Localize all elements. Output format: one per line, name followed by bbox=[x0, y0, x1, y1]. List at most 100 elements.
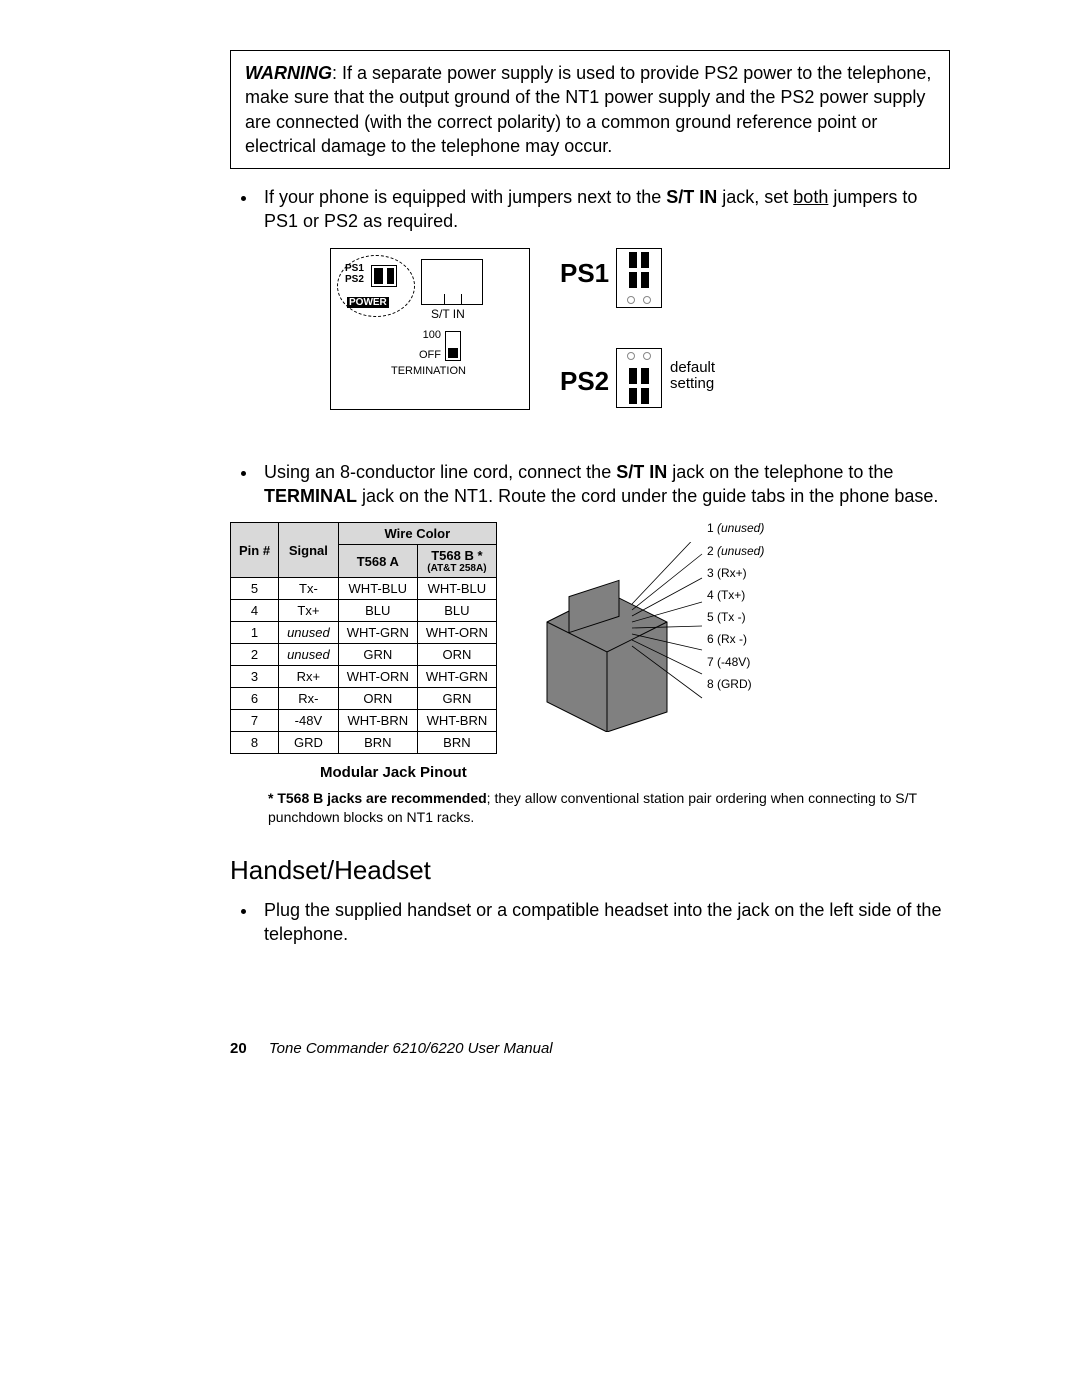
jack-svg-icon bbox=[537, 542, 707, 732]
table-cell: -48V bbox=[279, 710, 339, 732]
warning-label: WARNING bbox=[245, 63, 332, 83]
jack-pin-label: 2 (unused) bbox=[707, 545, 764, 559]
jack-pin-label: 7 (-48V) bbox=[707, 656, 764, 670]
table-cell: 2 bbox=[231, 644, 279, 666]
table-row: 6Rx-ORNGRN bbox=[231, 688, 497, 710]
termination-off: OFF bbox=[411, 349, 441, 361]
table-cell: WHT-BLU bbox=[338, 578, 417, 600]
stin-jack-icon bbox=[421, 259, 483, 305]
jack-pin-label: 4 (Tx+) bbox=[707, 589, 764, 603]
bullet-handset: Plug the supplied handset or a compatibl… bbox=[258, 898, 950, 947]
wire-section: Pin # Signal Wire Color T568 A T568 B * … bbox=[230, 522, 950, 754]
table-cell: 5 bbox=[231, 578, 279, 600]
table-cell: unused bbox=[279, 622, 339, 644]
bullet-cord: Using an 8-conductor line cord, connect … bbox=[258, 460, 950, 509]
stin-label: S/T IN bbox=[431, 307, 465, 321]
jack-pin-label: 3 (Rx+) bbox=[707, 567, 764, 581]
table-cell: GRN bbox=[338, 644, 417, 666]
text: T568 B * bbox=[431, 548, 482, 563]
text: Using an 8-conductor line cord, connect … bbox=[264, 462, 616, 482]
text-bold: S/T IN bbox=[616, 462, 667, 482]
th-t568b: T568 B * (AT&T 258A) bbox=[417, 545, 496, 578]
ps1-big-label: PS1 bbox=[560, 258, 609, 289]
termination-100: 100 bbox=[411, 329, 441, 341]
th-signal: Signal bbox=[279, 523, 339, 578]
table-row: 5Tx-WHT-BLUWHT-BLU bbox=[231, 578, 497, 600]
footer-page-number: 20 bbox=[230, 1040, 247, 1057]
table-cell: WHT-GRN bbox=[417, 666, 496, 688]
table-cell: 8 bbox=[231, 732, 279, 754]
table-cell: Rx+ bbox=[279, 666, 339, 688]
text: default bbox=[670, 359, 715, 376]
table-cell: ORN bbox=[338, 688, 417, 710]
pinout-caption: Modular Jack Pinout bbox=[320, 764, 950, 781]
jack-pin-labels: 1 (unused) 2 (unused) 3 (Rx+) 4 (Tx+) 5 (Tx … bbox=[707, 522, 764, 700]
text: jack on the telephone to the bbox=[667, 462, 893, 482]
jack-pin-label: 1 (unused) bbox=[707, 522, 764, 536]
footnote: * T568 B jacks are recommended; they all… bbox=[268, 789, 950, 827]
table-cell: 3 bbox=[231, 666, 279, 688]
th-wirecolor: Wire Color bbox=[338, 523, 496, 545]
footer-title: Tone Commander 6210/6220 User Manual bbox=[269, 1040, 553, 1057]
th-pin: Pin # bbox=[231, 523, 279, 578]
table-cell: WHT-ORN bbox=[338, 666, 417, 688]
table-cell: Rx- bbox=[279, 688, 339, 710]
jack-pin-label: 5 (Tx -) bbox=[707, 611, 764, 625]
jack-pin-label: 6 (Rx -) bbox=[707, 633, 764, 647]
ps1-jumper-block bbox=[616, 248, 662, 308]
table-cell: WHT-GRN bbox=[338, 622, 417, 644]
default-setting-label: default setting bbox=[670, 360, 715, 393]
table-row: 1unusedWHT-GRNWHT-ORN bbox=[231, 622, 497, 644]
bullet-list-1: If your phone is equipped with jumpers n… bbox=[230, 185, 950, 234]
text: jack on the NT1. Route the cord under th… bbox=[357, 486, 938, 506]
table-cell: BRN bbox=[417, 732, 496, 754]
mini-jumper-icon bbox=[371, 265, 397, 287]
termination-switch-icon bbox=[445, 331, 461, 361]
text: If your phone is equipped with jumpers n… bbox=[264, 187, 666, 207]
text-underline: both bbox=[793, 187, 828, 207]
jumper-diagram: PS1 PS2 POWER S/T IN 100 OFF TERMINATION… bbox=[230, 248, 950, 438]
ps-mini-labels: PS1 PS2 bbox=[345, 263, 364, 285]
warning-text: : If a separate power supply is used to … bbox=[245, 63, 931, 156]
table-cell: WHT-BRN bbox=[338, 710, 417, 732]
table-cell: BLU bbox=[338, 600, 417, 622]
text-sub: (AT&T 258A) bbox=[426, 563, 488, 574]
table-cell: Tx+ bbox=[279, 600, 339, 622]
wire-color-table: Pin # Signal Wire Color T568 A T568 B * … bbox=[230, 522, 497, 754]
text-bold: S/T IN bbox=[666, 187, 717, 207]
table-cell: GRN bbox=[417, 688, 496, 710]
jack-pin-label: 8 (GRD) bbox=[707, 678, 764, 692]
table-cell: WHT-ORN bbox=[417, 622, 496, 644]
bullet-list-2: Using an 8-conductor line cord, connect … bbox=[230, 460, 950, 509]
bullet-jumpers: If your phone is equipped with jumpers n… bbox=[258, 185, 950, 234]
power-label: POWER bbox=[347, 297, 389, 308]
table-cell: ORN bbox=[417, 644, 496, 666]
ps1-mini-label: PS1 bbox=[345, 263, 364, 274]
ps2-jumper-block bbox=[616, 348, 662, 408]
termination-label: TERMINATION bbox=[391, 365, 466, 377]
ps2-big-label: PS2 bbox=[560, 366, 609, 397]
text: setting bbox=[670, 375, 714, 392]
table-cell: BRN bbox=[338, 732, 417, 754]
modular-jack-diagram: 1 (unused) 2 (unused) 3 (Rx+) 4 (Tx+) 5 (Tx … bbox=[537, 522, 797, 742]
text-bold: TERMINAL bbox=[264, 486, 357, 506]
footnote-bold: * T568 B jacks are recommended bbox=[268, 790, 487, 806]
table-cell: 1 bbox=[231, 622, 279, 644]
table-row: 8GRDBRNBRN bbox=[231, 732, 497, 754]
warning-box: WARNING: If a separate power supply is u… bbox=[230, 50, 950, 169]
table-row: 4Tx+BLUBLU bbox=[231, 600, 497, 622]
table-row: 7-48VWHT-BRNWHT-BRN bbox=[231, 710, 497, 732]
text: jack, set bbox=[717, 187, 793, 207]
jumper-box: PS1 PS2 POWER S/T IN 100 OFF TERMINATION bbox=[330, 248, 530, 410]
page-footer: 20 Tone Commander 6210/6220 User Manual bbox=[230, 1040, 553, 1057]
table-row: 2unusedGRNORN bbox=[231, 644, 497, 666]
table-cell: BLU bbox=[417, 600, 496, 622]
ps2-mini-label: PS2 bbox=[345, 274, 364, 285]
table-row: 3Rx+WHT-ORNWHT-GRN bbox=[231, 666, 497, 688]
table-cell: Tx- bbox=[279, 578, 339, 600]
table-cell: WHT-BLU bbox=[417, 578, 496, 600]
table-cell: 4 bbox=[231, 600, 279, 622]
table-cell: GRD bbox=[279, 732, 339, 754]
table-cell: WHT-BRN bbox=[417, 710, 496, 732]
th-t568a: T568 A bbox=[338, 545, 417, 578]
